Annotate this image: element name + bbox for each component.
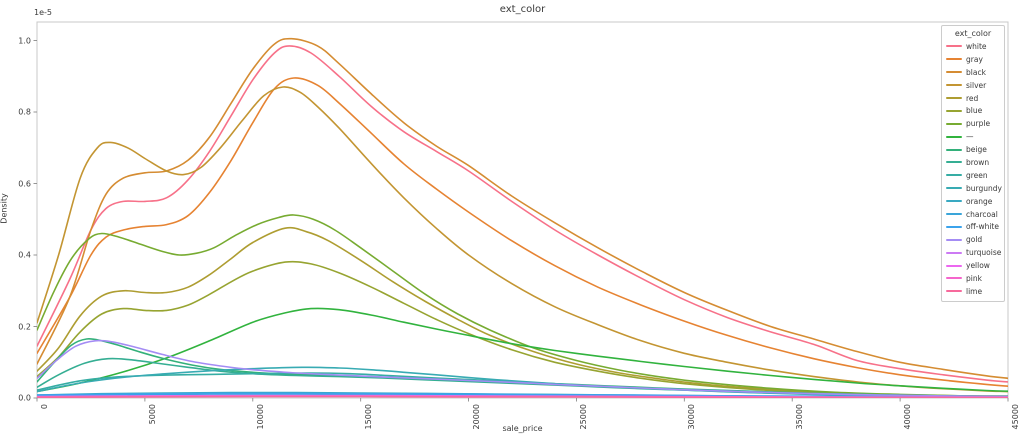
legend-item-—: — bbox=[946, 130, 1000, 143]
legend-label: black bbox=[966, 67, 986, 77]
legend-label: pink bbox=[966, 273, 982, 283]
legend-swatch-charcoal bbox=[946, 213, 962, 216]
y-tick-1.0: 1.0 bbox=[18, 36, 31, 45]
legend-label: burgundy bbox=[966, 183, 1002, 193]
legend-label: beige bbox=[966, 145, 987, 155]
legend-item-black: black bbox=[946, 66, 1000, 79]
legend-label: — bbox=[966, 132, 974, 142]
legend-swatch-green bbox=[946, 174, 962, 177]
legend-item-green: green bbox=[946, 169, 1000, 182]
legend-item-beige: beige bbox=[946, 143, 1000, 156]
legend-label: green bbox=[966, 170, 988, 180]
legend-label: gray bbox=[966, 54, 983, 64]
y-tick-0.6: 0.6 bbox=[18, 179, 31, 188]
curve-lime bbox=[37, 395, 1008, 398]
legend-item-pink: pink bbox=[946, 272, 1000, 285]
legend-item-blue: blue bbox=[946, 104, 1000, 117]
legend-item-burgundy: burgundy bbox=[946, 182, 1002, 195]
legend-item-gold: gold bbox=[946, 233, 1000, 246]
axes-spines bbox=[36, 21, 1009, 399]
legend-swatch-gold bbox=[946, 238, 962, 241]
kde-curves bbox=[37, 37, 1008, 398]
curve-red bbox=[37, 226, 1008, 397]
legend-swatch-burgundy bbox=[946, 187, 962, 190]
legend-swatch-orange bbox=[946, 200, 962, 203]
legend-swatch-purple bbox=[946, 122, 962, 125]
legend-item-yellow: yellow bbox=[946, 259, 1000, 272]
legend-label: charcoal bbox=[966, 209, 998, 219]
legend-swatch-lime bbox=[946, 290, 962, 293]
y-tick-0.2: 0.2 bbox=[18, 322, 31, 331]
legend-swatch-black bbox=[946, 71, 962, 74]
legend-swatch-pink bbox=[946, 277, 962, 280]
legend-label: silver bbox=[966, 80, 987, 90]
legend-swatch-gray bbox=[946, 58, 962, 61]
legend-swatch-red bbox=[946, 97, 962, 99]
curve-brown bbox=[37, 357, 1008, 398]
legend-swatch-brown bbox=[946, 161, 962, 164]
legend-swatch-beige bbox=[946, 148, 962, 151]
curve-black bbox=[37, 37, 1008, 380]
x-tick-45000: 45000 bbox=[1011, 404, 1020, 430]
curve-purple bbox=[37, 214, 1008, 397]
y-tick-0.0: 0.0 bbox=[18, 393, 31, 403]
x-tick-5000: 5000 bbox=[147, 404, 157, 425]
tick-marks bbox=[33, 40, 1009, 402]
legend-item-silver: silver bbox=[946, 79, 1000, 92]
legend-item-brown: brown bbox=[946, 156, 1000, 169]
curve-silver bbox=[37, 86, 1008, 393]
y-tick-0.8: 0.8 bbox=[18, 107, 31, 117]
legend-swatch-off-white bbox=[946, 225, 962, 228]
legend-item-red: red bbox=[946, 92, 1000, 105]
curve-gold bbox=[37, 339, 1008, 398]
curve-gray bbox=[37, 77, 1008, 387]
curve-white bbox=[37, 45, 1008, 383]
y-tick-0.4: 0.4 bbox=[18, 250, 31, 260]
legend-label: red bbox=[966, 93, 979, 103]
legend-item-purple: purple bbox=[946, 117, 1000, 130]
legend-swatch-— bbox=[946, 135, 962, 138]
legend-title: ext_color bbox=[954, 29, 992, 38]
legend-swatch-yellow bbox=[946, 264, 962, 267]
legend-swatch-turquoise bbox=[946, 251, 962, 254]
curve-blue bbox=[37, 260, 1008, 398]
legend: ext_color white gray black silver red blue pur… bbox=[941, 25, 1005, 302]
y-axis-offset-label: 1e-5 bbox=[34, 8, 52, 17]
legend-item-lime: lime bbox=[946, 285, 1000, 298]
chart-title: ext_color bbox=[499, 4, 546, 15]
x-axis-label: sale_price bbox=[502, 424, 543, 433]
legend-item-orange: orange bbox=[946, 195, 1000, 208]
legend-item-gray: gray bbox=[946, 53, 1000, 66]
legend-item-turquoise: turquoise bbox=[946, 246, 1002, 259]
legend-swatch-white bbox=[946, 45, 962, 48]
legend-item-white: white bbox=[946, 40, 1000, 53]
legend-swatch-silver bbox=[946, 84, 962, 87]
legend-label: lime bbox=[966, 286, 983, 296]
legend-label: turquoise bbox=[966, 248, 1002, 258]
legend-item-off-white: off-white bbox=[946, 220, 1000, 233]
curve-— bbox=[37, 307, 1008, 393]
legend-label: gold bbox=[966, 235, 983, 245]
legend-label: purple bbox=[966, 119, 991, 129]
legend-label: off-white bbox=[966, 222, 999, 232]
legend-label: brown bbox=[966, 157, 990, 167]
legend-swatch-blue bbox=[946, 109, 962, 112]
legend-item-charcoal: charcoal bbox=[946, 208, 1000, 221]
x-tick-0: 0 bbox=[40, 404, 49, 410]
legend-label: blue bbox=[966, 106, 983, 116]
legend-label: yellow bbox=[966, 261, 990, 271]
legend-label: orange bbox=[966, 196, 993, 206]
legend-label: white bbox=[966, 41, 987, 51]
